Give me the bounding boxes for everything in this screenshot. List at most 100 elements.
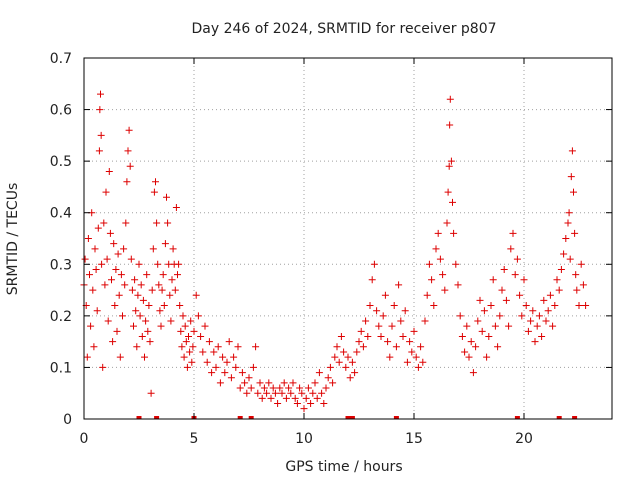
data-point bbox=[399, 332, 407, 340]
data-point bbox=[357, 327, 365, 335]
data-point bbox=[531, 338, 539, 346]
data-point bbox=[566, 255, 574, 263]
data-point bbox=[430, 302, 438, 310]
gap-marker bbox=[393, 416, 399, 419]
data-point bbox=[564, 219, 572, 227]
data-point bbox=[276, 384, 284, 392]
data-point bbox=[106, 229, 114, 237]
data-point bbox=[265, 379, 273, 387]
data-point bbox=[183, 363, 191, 371]
data-point bbox=[444, 188, 452, 196]
data-point bbox=[379, 312, 387, 320]
data-point bbox=[553, 276, 561, 284]
data-point bbox=[498, 286, 506, 294]
data-point bbox=[496, 312, 504, 320]
data-point bbox=[181, 322, 189, 330]
data-point bbox=[120, 245, 128, 253]
data-point bbox=[446, 121, 454, 129]
data-point bbox=[329, 379, 337, 387]
data-point bbox=[304, 384, 312, 392]
data-point bbox=[83, 353, 91, 361]
data-point bbox=[254, 389, 262, 397]
data-point bbox=[551, 302, 559, 310]
data-point bbox=[210, 348, 218, 356]
data-point bbox=[439, 271, 447, 279]
data-point bbox=[182, 338, 190, 346]
data-point bbox=[189, 343, 197, 351]
data-point bbox=[326, 363, 334, 371]
data-point bbox=[142, 317, 150, 325]
data-point bbox=[366, 302, 374, 310]
data-point bbox=[362, 317, 370, 325]
data-point bbox=[132, 307, 140, 315]
data-point bbox=[245, 374, 253, 382]
data-point bbox=[156, 307, 164, 315]
data-point bbox=[575, 302, 583, 310]
data-point bbox=[502, 296, 510, 304]
data-point bbox=[491, 322, 499, 330]
data-point bbox=[476, 296, 484, 304]
data-point bbox=[124, 147, 132, 155]
data-point bbox=[146, 338, 154, 346]
data-point bbox=[467, 338, 475, 346]
y-tick-label: 0.4 bbox=[50, 206, 72, 222]
data-point bbox=[147, 389, 155, 397]
data-point bbox=[98, 260, 106, 268]
data-point bbox=[570, 188, 577, 196]
data-point bbox=[119, 312, 126, 320]
data-point bbox=[92, 265, 100, 273]
data-point bbox=[212, 363, 220, 371]
data-point bbox=[122, 219, 130, 227]
y-tick-label: 0.7 bbox=[50, 51, 72, 67]
data-point bbox=[131, 276, 139, 284]
data-point bbox=[522, 302, 530, 310]
data-point bbox=[428, 276, 436, 284]
data-point bbox=[540, 296, 548, 304]
data-point bbox=[134, 291, 142, 299]
data-point bbox=[403, 358, 411, 366]
data-point bbox=[174, 271, 181, 279]
data-point bbox=[105, 167, 113, 175]
data-point bbox=[293, 400, 301, 408]
data-point bbox=[419, 358, 427, 366]
data-point bbox=[544, 307, 552, 315]
data-point bbox=[483, 353, 491, 361]
data-point bbox=[208, 369, 216, 377]
data-point bbox=[567, 173, 575, 181]
data-point bbox=[167, 317, 175, 325]
data-point bbox=[236, 384, 244, 392]
data-point bbox=[560, 250, 568, 258]
data-point bbox=[524, 327, 532, 335]
data-point bbox=[485, 332, 493, 340]
data-point bbox=[355, 338, 363, 346]
data-point bbox=[274, 400, 282, 408]
data-point bbox=[392, 343, 400, 351]
data-point bbox=[97, 131, 105, 139]
data-point bbox=[401, 307, 409, 315]
data-point bbox=[177, 327, 185, 335]
data-point bbox=[388, 322, 396, 330]
x-tick-label: 15 bbox=[405, 431, 423, 447]
data-point bbox=[535, 312, 543, 320]
data-point bbox=[337, 332, 345, 340]
data-point bbox=[214, 343, 222, 351]
data-point bbox=[373, 307, 381, 315]
data-point bbox=[187, 317, 195, 325]
data-point bbox=[116, 353, 124, 361]
data-point bbox=[324, 374, 332, 382]
data-point bbox=[577, 260, 585, 268]
data-point bbox=[441, 286, 449, 294]
data-point bbox=[572, 271, 580, 279]
data-point bbox=[86, 271, 93, 279]
data-point bbox=[271, 389, 279, 397]
data-point bbox=[518, 312, 526, 320]
data-point bbox=[91, 245, 99, 253]
data-point bbox=[249, 363, 257, 371]
data-point bbox=[410, 327, 418, 335]
data-point bbox=[456, 312, 464, 320]
y-tick-label: 0.6 bbox=[50, 103, 72, 119]
data-point bbox=[161, 240, 169, 248]
data-point bbox=[114, 250, 122, 258]
data-point bbox=[152, 178, 159, 186]
